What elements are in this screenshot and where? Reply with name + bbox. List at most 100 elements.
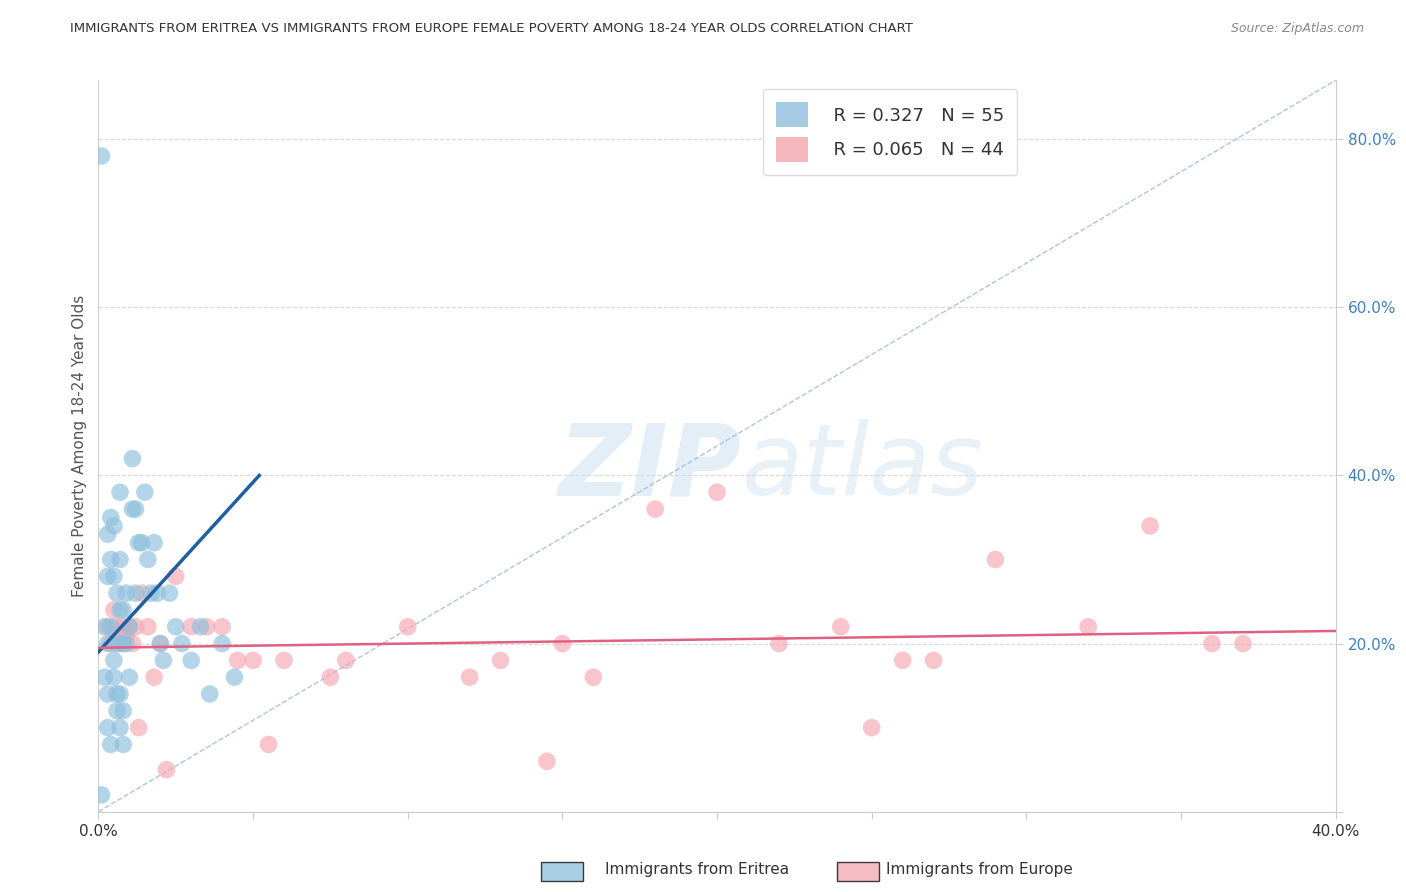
Point [257,738,280,752]
Point [396,620,419,634]
Point [90,788,112,802]
Point [100,552,122,566]
Point [1077,620,1099,634]
Point [108,603,131,617]
Point [830,620,852,634]
Point [1201,636,1223,650]
Point [105,687,128,701]
Point [97,636,120,650]
Point [103,653,125,667]
Point [489,653,512,667]
Point [118,620,141,634]
Point [105,586,128,600]
Point [100,620,122,634]
Point [195,620,218,634]
Point [93,620,115,634]
Point [149,636,172,650]
Point [170,636,193,650]
Point [582,670,605,684]
Point [458,670,481,684]
Point [112,704,135,718]
Point [134,485,156,500]
Point [891,653,914,667]
Point [121,636,143,650]
Point [224,670,246,684]
Point [115,586,138,600]
Point [97,721,120,735]
Point [121,451,143,466]
Point [242,653,264,667]
Point [108,636,131,650]
Point [139,586,162,600]
Point [198,687,221,701]
Point [112,738,135,752]
Point [152,653,174,667]
Point [108,552,131,566]
Point [115,636,138,650]
Point [108,687,131,701]
Point [131,586,153,600]
Point [124,586,146,600]
Point [105,704,128,718]
Legend:   R = 0.327   N = 55,   R = 0.065   N = 44: R = 0.327 N = 55, R = 0.065 N = 44 [763,89,1018,175]
Point [103,569,125,583]
Text: Immigrants from Eritrea: Immigrants from Eritrea [605,863,789,877]
Point [97,620,120,634]
Point [136,620,159,634]
Text: Immigrants from Europe: Immigrants from Europe [886,863,1073,877]
Point [644,502,666,516]
Point [103,519,125,533]
Point [112,636,135,650]
Point [124,620,146,634]
Point [159,586,181,600]
Point [108,485,131,500]
Text: ZIP: ZIP [558,419,742,516]
Point [143,670,166,684]
Point [100,510,122,524]
Point [112,620,135,634]
Point [551,636,574,650]
Point [226,653,249,667]
Point [706,485,728,500]
Point [180,653,202,667]
Text: Source: ZipAtlas.com: Source: ZipAtlas.com [1230,22,1364,36]
Point [149,636,172,650]
Point [115,628,138,642]
Point [922,653,945,667]
Point [105,620,128,634]
Point [273,653,295,667]
Point [105,636,128,650]
Point [100,636,122,650]
Point [97,527,120,541]
Point [155,763,177,777]
Point [93,670,115,684]
Point [180,620,202,634]
Point [97,687,120,701]
Point [100,738,122,752]
Point [124,502,146,516]
Point [118,620,141,634]
Point [128,721,150,735]
Point [131,535,153,549]
Point [335,653,357,667]
Point [165,569,187,583]
Point [121,502,143,516]
Point [103,603,125,617]
Point [860,721,883,735]
Point [90,149,112,163]
Point [112,603,135,617]
Point [984,552,1007,566]
Point [143,535,166,549]
Point [190,620,212,634]
Point [536,754,558,768]
Point [165,620,187,634]
Y-axis label: Female Poverty Among 18-24 Year Olds: Female Poverty Among 18-24 Year Olds [72,295,87,597]
Point [146,586,169,600]
Point [768,636,790,650]
Point [1139,519,1161,533]
Point [319,670,342,684]
Point [97,569,120,583]
Point [103,670,125,684]
Point [136,552,159,566]
Text: atlas: atlas [742,419,983,516]
